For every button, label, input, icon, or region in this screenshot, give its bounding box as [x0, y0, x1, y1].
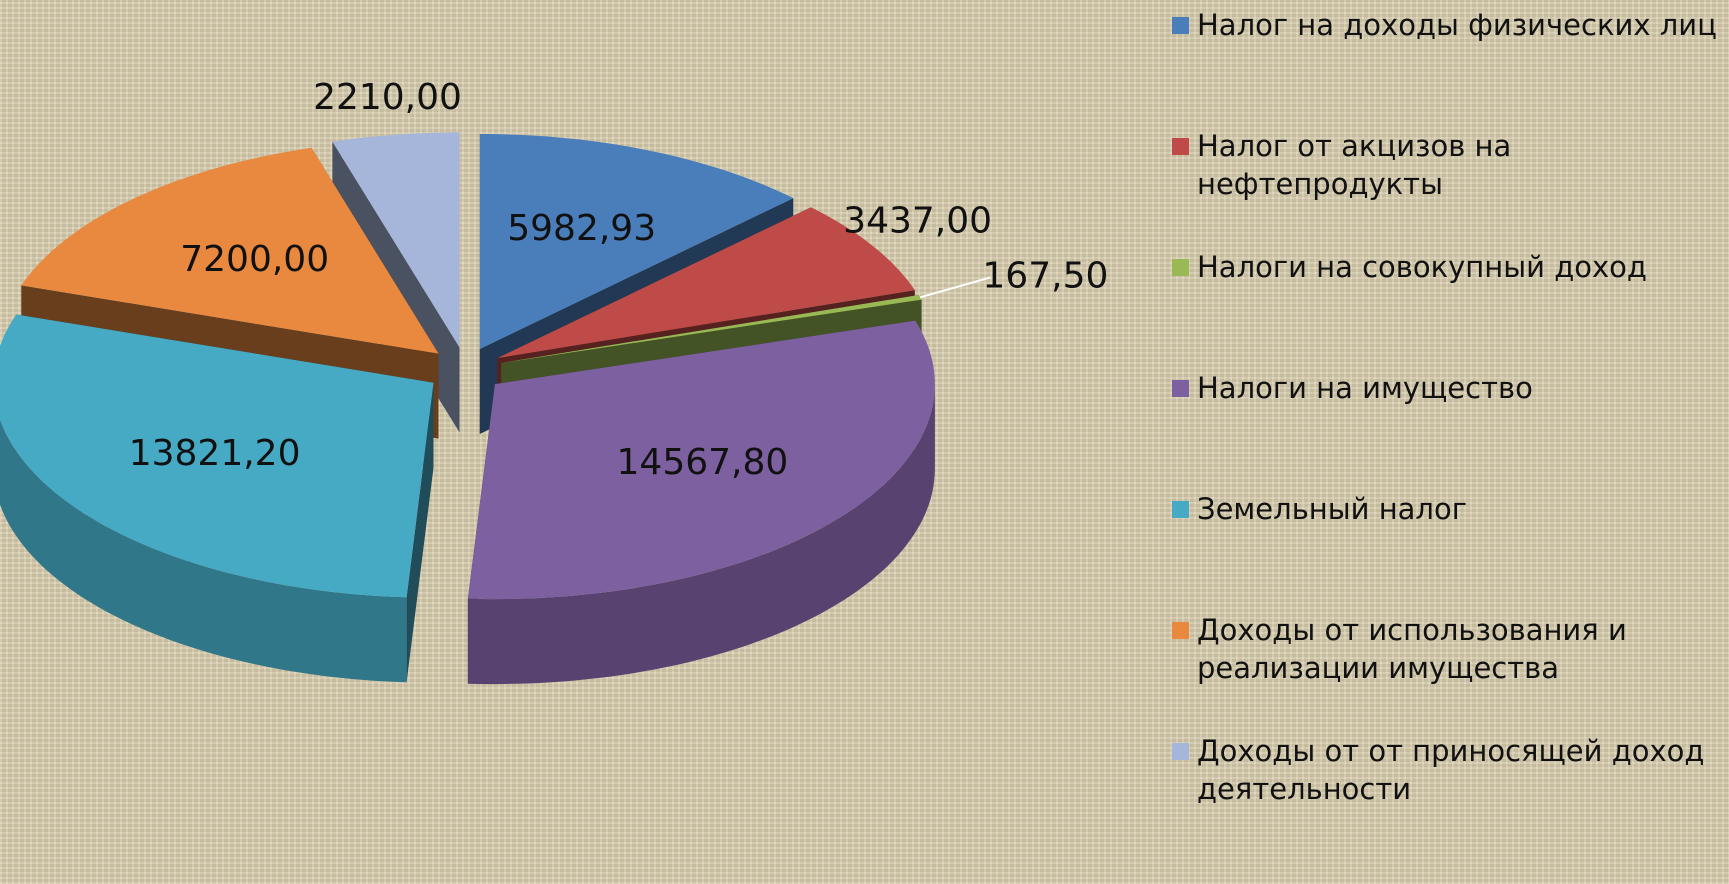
- legend-item: Налог на доходы физических лиц: [1172, 6, 1727, 127]
- legend-item: Доходы от использования и реализации иму…: [1172, 611, 1727, 732]
- legend-item: Налог от акцизов на нефтепродукты: [1172, 127, 1727, 248]
- legend-label: Доходы от от приносящей доход деятельнос…: [1197, 734, 1705, 806]
- legend-item: Налоги на имущество: [1172, 369, 1727, 490]
- legend-swatch: [1172, 138, 1189, 155]
- slice-side: [467, 384, 935, 685]
- slice-top: [21, 147, 439, 354]
- legend-item: Доходы от от приносящей доход деятельнос…: [1172, 732, 1727, 853]
- legend-label: Доходы от использования и реализации иму…: [1197, 613, 1627, 685]
- data-label: 5982,93: [507, 208, 656, 249]
- slice: [467, 320, 935, 685]
- data-label: 14567,80: [617, 442, 789, 483]
- legend-label: Налог на доходы физических лиц: [1197, 8, 1717, 42]
- slice-top: [332, 132, 460, 348]
- slice-side: [0, 419, 407, 683]
- slice-top: [0, 314, 434, 598]
- leader-line: [919, 276, 991, 299]
- data-label: 2210,00: [313, 77, 462, 118]
- data-label: 3437,00: [843, 200, 992, 241]
- legend-swatch: [1172, 380, 1189, 397]
- legend-swatch: [1172, 501, 1189, 518]
- legend-item: Земельный налог: [1172, 490, 1727, 611]
- legend-label: Налоги на совокупный доход: [1197, 250, 1647, 284]
- legend-item: Налоги на совокупный доход: [1172, 248, 1727, 369]
- slice-top: [501, 295, 922, 363]
- legend: Налог на доходы физических лиц Налог от а…: [1172, 6, 1727, 853]
- slice-top: [497, 207, 915, 359]
- slice: [0, 314, 434, 683]
- legend-swatch: [1172, 622, 1189, 639]
- slice-top: [479, 134, 794, 349]
- legend-swatch: [1172, 259, 1189, 276]
- data-label: 7200,00: [180, 239, 329, 280]
- legend-label: Земельный налог: [1197, 492, 1467, 526]
- legend-label: Налоги на имущество: [1197, 371, 1533, 405]
- legend-swatch: [1172, 17, 1189, 34]
- legend-swatch: [1172, 743, 1189, 760]
- legend-label: Налог от акцизов на нефтепродукты: [1197, 129, 1512, 201]
- data-label: 13821,20: [129, 433, 301, 474]
- data-label: 167,50: [982, 255, 1108, 296]
- slice-top: [467, 320, 935, 600]
